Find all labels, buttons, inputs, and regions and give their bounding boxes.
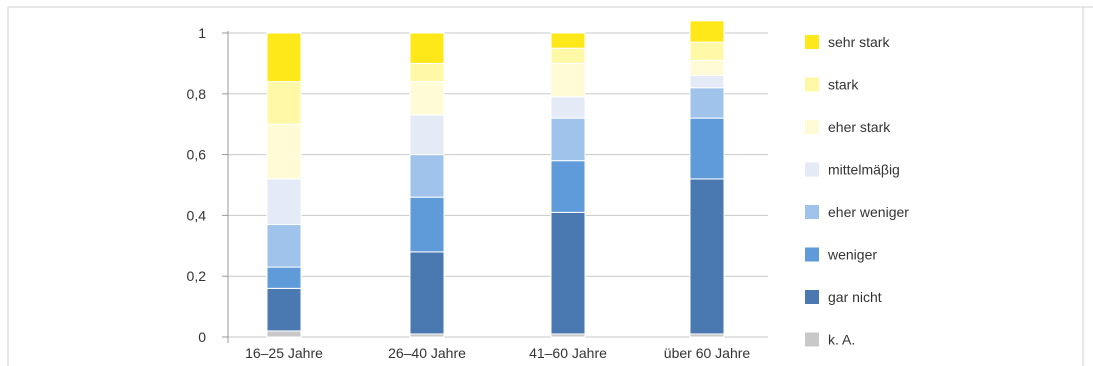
- bar-segment: [550, 32, 586, 49]
- bar-segment: [266, 330, 302, 338]
- bar-segment: [266, 224, 302, 268]
- legend-label: eher weniger: [828, 204, 909, 220]
- legend-swatch: [805, 205, 819, 219]
- legend-label: weniger: [827, 247, 877, 263]
- y-tick-label: 1: [198, 25, 206, 41]
- legend-label: k. A.: [828, 332, 855, 348]
- legend-label: sehr stark: [828, 34, 890, 50]
- y-tick-label: 0,6: [187, 147, 207, 163]
- bar-segment: [689, 178, 725, 335]
- bar-segment: [409, 81, 445, 116]
- legend-label: mittelmäβig: [828, 162, 900, 178]
- legend-label: stark: [828, 77, 859, 93]
- plot-area: 0 0,2 0,4 0,6 0,8 1 16–25 Jahre 26–40 Jahre 41–6…: [187, 20, 768, 361]
- legend-swatch: [805, 162, 819, 177]
- legend-swatch: [805, 35, 819, 49]
- legend-swatch: [805, 290, 819, 304]
- bar-segment: [689, 117, 725, 180]
- x-tick-label: 16–25 Jahre: [245, 345, 323, 361]
- legend: sehr stark stark eher stark mittelmäβig eher…: [805, 34, 909, 348]
- legend-label: eher stark: [828, 119, 891, 135]
- legend-swatch: [805, 77, 819, 92]
- bar-segment: [550, 62, 586, 98]
- bar-segment: [266, 32, 302, 83]
- bar-segment: [266, 123, 302, 180]
- bar-segment: [409, 62, 445, 83]
- bar-segment: [689, 75, 725, 89]
- legend-label: gar nicht: [828, 289, 882, 305]
- bar-segment: [409, 196, 445, 253]
- bar-segment: [550, 160, 586, 213]
- bar-segment: [409, 114, 445, 156]
- bar-segment: [689, 41, 725, 61]
- bar-segment: [689, 87, 725, 119]
- y-tick-label: 0,2: [187, 268, 207, 284]
- y-tick-label: 0,4: [187, 207, 207, 223]
- bar-segment: [550, 47, 586, 64]
- legend-swatch: [805, 120, 819, 134]
- bar-segment: [266, 287, 302, 332]
- y-tick-label: 0,8: [187, 86, 207, 102]
- bar-segment: [266, 178, 302, 226]
- bar-segment: [550, 96, 586, 119]
- bar-segment: [689, 20, 725, 43]
- bar-segment: [409, 32, 445, 64]
- x-tick-label: 26–40 Jahre: [388, 345, 466, 361]
- x-tick-label: 41–60 Jahre: [529, 345, 607, 361]
- legend-swatch: [805, 332, 819, 347]
- bar-segment: [689, 59, 725, 77]
- bar-segment: [550, 211, 586, 335]
- bar-segment: [266, 266, 302, 289]
- bar-segment: [409, 154, 445, 198]
- legend-swatch: [805, 247, 819, 262]
- bar-segment: [266, 81, 302, 125]
- bar-segment: [550, 117, 586, 162]
- bar-segment: [409, 251, 445, 335]
- y-tick-label: 0: [198, 329, 206, 345]
- x-tick-label: über 60 Jahre: [664, 345, 751, 361]
